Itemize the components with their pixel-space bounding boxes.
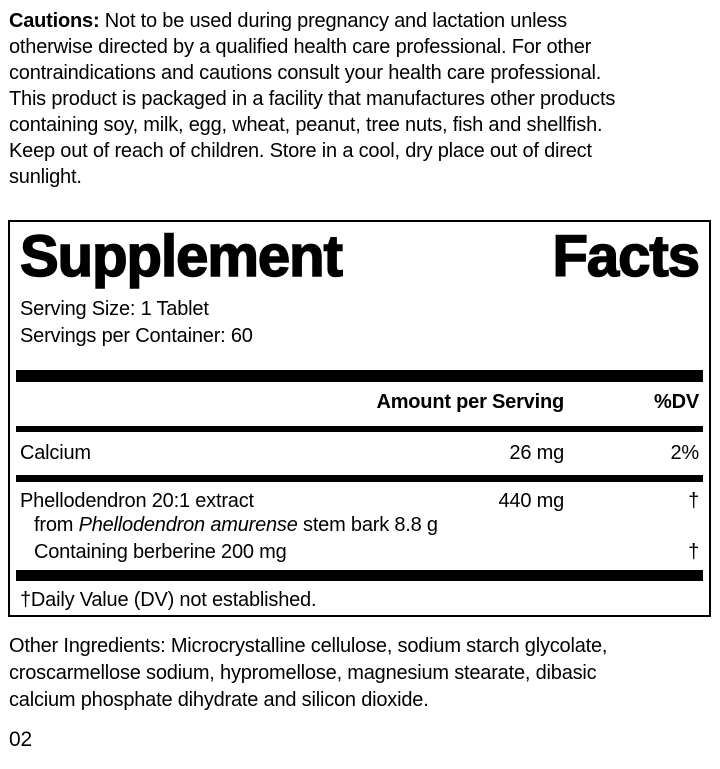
serving-info: Serving Size: 1 Tablet Servings per Cont… (16, 296, 703, 350)
phellodendron-source-line: from Phellodendron amurense stem bark 8.… (16, 512, 703, 539)
title-word-supplement: Supplement (19, 224, 344, 289)
source-prefix: from (34, 514, 74, 536)
other-ingredients-line: croscarmellose sodium, hypromellose, mag… (9, 662, 597, 684)
cautions-line: This product is packaged in a facility t… (9, 88, 616, 110)
source-text: from Phellodendron amurense stem bark 8.… (34, 512, 699, 539)
divider-bar-thick (16, 370, 703, 382)
nutrient-dv: 2% (670, 442, 699, 464)
header-percent-dv: %DV (654, 391, 699, 413)
divider-bar-thick (16, 570, 703, 581)
cautions-line-text: Not to be used during pregnancy and lact… (104, 10, 567, 32)
cautions-paragraph: Cautions: Not to be used during pregnanc… (0, 0, 720, 190)
supplement-facts-panel: Supplement Facts Serving Size: 1 Tablet … (8, 220, 711, 617)
serving-size: Serving Size: 1 Tablet (20, 298, 209, 320)
cautions-line: sunlight. (9, 166, 82, 188)
cautions-label: Cautions: (9, 10, 100, 32)
table-row-calcium: Calcium 26 mg 2% (16, 432, 703, 475)
source-suffix: stem bark 8.8 g (303, 514, 438, 536)
cautions-line: otherwise directed by a qualified health… (9, 36, 592, 58)
cautions-line: contraindications and cautions consult y… (9, 62, 602, 84)
nutrient-name: Calcium (20, 442, 91, 464)
nutrient-name: Phellodendron 20:1 extract (20, 490, 254, 512)
containing-dv: † (688, 541, 699, 563)
cautions-line: Cautions: Not to be used during pregnanc… (9, 8, 712, 34)
other-ingredients-line: Other Ingredients: Microcrystalline cell… (9, 635, 608, 657)
nutrient-amount: 440 mg (498, 490, 564, 512)
title-word-facts: Facts (552, 224, 701, 289)
other-ingredients-paragraph: Other Ingredients: Microcrystalline cell… (9, 633, 712, 714)
nutrient-amount: 26 mg (509, 442, 564, 464)
nutrient-dv: † (688, 490, 699, 512)
table-header-row: Amount per Serving %DV (16, 382, 703, 426)
divider-bar-medium (16, 475, 703, 482)
phellodendron-containing-line: Containing berberine 200 mg † (16, 539, 703, 566)
header-amount-per-serving: Amount per Serving (376, 391, 564, 413)
servings-per-container: Servings per Container: 60 (20, 325, 253, 347)
cautions-line: Keep out of reach of children. Store in … (9, 140, 592, 162)
phellodendron-main-line: Phellodendron 20:1 extract 440 mg † (16, 490, 703, 512)
containing-text: Containing berberine 200 mg (34, 541, 287, 563)
daily-value-footnote: †Daily Value (DV) not established. (20, 589, 317, 611)
divider-bar-medium (16, 426, 703, 432)
species-name: Phellodendron amurense (78, 514, 298, 536)
label-code: 02 (9, 728, 32, 751)
table-row-phellodendron: Phellodendron 20:1 extract 440 mg † from… (16, 482, 703, 570)
other-ingredients-line: calcium phosphate dihydrate and silicon … (9, 689, 429, 711)
supplement-facts-title: Supplement Facts (16, 224, 703, 289)
cautions-line: containing soy, milk, egg, wheat, peanut… (9, 114, 603, 136)
